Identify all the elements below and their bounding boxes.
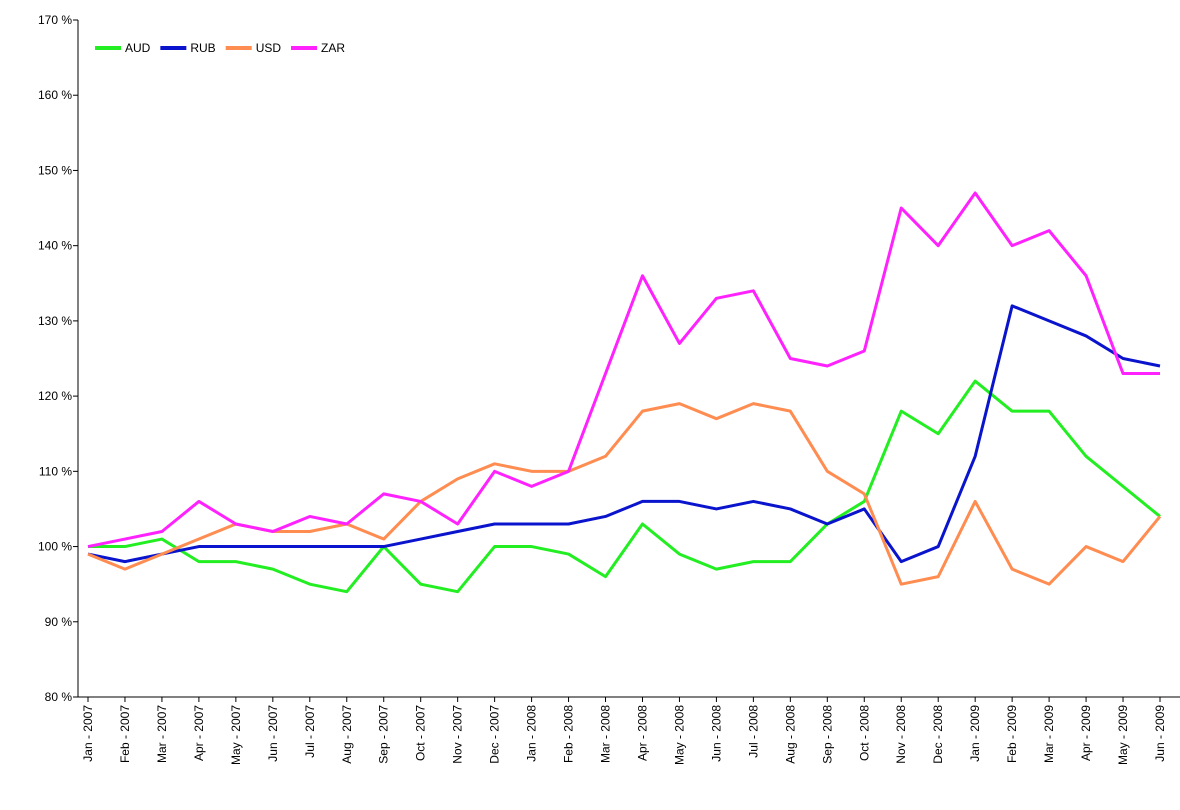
x-tick-label: Jul - 2007 — [303, 705, 317, 758]
y-tick-label: 100 % — [38, 540, 72, 554]
x-tick-label: May - 2009 — [1116, 705, 1130, 765]
legend-label: ZAR — [321, 41, 345, 55]
x-tick-label: Dec - 2008 — [931, 705, 945, 764]
x-tick-label: Apr - 2008 — [635, 705, 649, 761]
x-tick-label: Jan - 2008 — [525, 705, 539, 762]
x-tick-label: Jan - 2007 — [81, 705, 95, 762]
y-tick-label: 90 % — [45, 615, 73, 629]
y-tick-label: 140 % — [38, 239, 72, 253]
x-tick-label: Mar - 2008 — [599, 705, 613, 763]
x-tick-label: Aug - 2007 — [340, 705, 354, 764]
legend-label: USD — [256, 41, 282, 55]
x-tick-label: Sep - 2008 — [820, 705, 834, 764]
x-tick-label: May - 2008 — [672, 705, 686, 765]
x-tick-label: Mar - 2009 — [1042, 705, 1056, 763]
y-tick-label: 150 % — [38, 163, 72, 177]
x-tick-label: Feb - 2009 — [1005, 705, 1019, 763]
x-tick-label: Feb - 2007 — [118, 705, 132, 763]
series-line — [87, 304, 1161, 564]
y-tick-label: 160 % — [38, 88, 72, 102]
x-tick-label: Jun - 2009 — [1153, 705, 1167, 762]
y-tick-label: 120 % — [38, 389, 72, 403]
x-tick-label: Jun - 2007 — [266, 705, 280, 762]
x-tick-label: Apr - 2007 — [192, 705, 206, 761]
x-tick-label: Nov - 2008 — [894, 705, 908, 764]
x-tick-label: Apr - 2009 — [1079, 705, 1093, 761]
x-tick-label: Feb - 2008 — [562, 705, 576, 763]
x-tick-label: Jul - 2008 — [746, 705, 760, 758]
x-tick-label: Sep - 2007 — [377, 705, 391, 764]
x-tick-label: Mar - 2007 — [155, 705, 169, 763]
x-tick-label: Jan - 2009 — [968, 705, 982, 762]
series-line — [87, 191, 1160, 549]
x-tick-label: Oct - 2007 — [414, 705, 428, 761]
y-tick-label: 130 % — [38, 314, 72, 328]
y-tick-label: 80 % — [45, 690, 73, 704]
x-tick-label: May - 2007 — [229, 705, 243, 765]
x-tick-label: Jun - 2008 — [709, 705, 723, 762]
x-tick-label: Aug - 2008 — [783, 705, 797, 764]
series-line — [88, 379, 1161, 594]
y-tick-label: 110 % — [39, 464, 72, 478]
legend-label: RUB — [190, 41, 215, 55]
y-tick-label: 170 % — [38, 13, 72, 27]
x-tick-label: Oct - 2008 — [857, 705, 871, 761]
x-tick-label: Dec - 2007 — [488, 705, 502, 764]
x-tick-label: Nov - 2007 — [451, 705, 465, 764]
series-line — [87, 402, 1162, 586]
legend-label: AUD — [125, 41, 151, 55]
